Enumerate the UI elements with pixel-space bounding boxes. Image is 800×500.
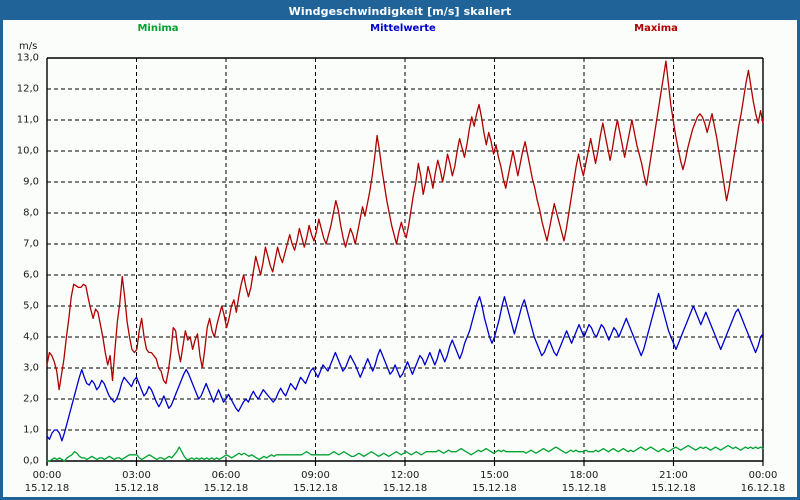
x-axis-tick-date: 15.12.18 [382, 483, 428, 494]
x-axis-tick-label: 18:00 15.12.18 [562, 469, 607, 495]
y-axis-tick-label: 1,0 [23, 424, 39, 436]
legend-item-mittelwerte: Mittelwerte [370, 23, 436, 34]
y-axis-tick-label: 13,0 [16, 52, 39, 64]
y-axis-unit-label: m/s [19, 41, 38, 52]
series-line-maxima [46, 60, 764, 391]
x-axis-tick-label: 12:00 15.12.18 [383, 469, 428, 495]
x-axis-tick-date: 15.12.18 [472, 483, 517, 494]
legend-item-minima: Minima [137, 23, 179, 34]
y-axis-tick-label: 7,0 [23, 238, 39, 250]
legend-item-maxima: Maxima [634, 23, 678, 34]
y-axis-tick-label: 10,0 [16, 145, 39, 157]
y-axis-tick-label: 0,0 [23, 455, 39, 467]
x-axis-tick-date: 15.12.18 [651, 483, 696, 494]
y-axis-tick-label: 5,0 [23, 300, 39, 312]
x-axis-tick-time: 03:00 [122, 470, 151, 481]
y-axis-tick-label: 8,0 [23, 207, 39, 219]
x-axis-tick-date: 15.12.18 [293, 483, 338, 494]
series-line-mittelwerte [46, 292, 764, 442]
x-axis-tick-time: 00:00 [748, 470, 778, 481]
x-axis-tick-label: 15:00 15.12.18 [472, 469, 517, 495]
x-axis-tick-time: 12:00 [390, 470, 420, 481]
window-title: Windgeschwindigkeit [m/s] skaliert [3, 3, 797, 20]
y-axis-tick-label: 9,0 [23, 176, 39, 188]
x-axis-tick-date: 16.12.18 [740, 483, 786, 494]
chart-legend: Minima Mittelwerte Maxima [3, 23, 797, 37]
y-axis-tick-label: 2,0 [23, 393, 39, 405]
x-axis-tick-date: 15.12.18 [561, 483, 607, 494]
x-axis-tick-label: 03:00 15.12.18 [114, 469, 159, 495]
x-axis-tick-date: 15.12.18 [114, 483, 159, 494]
x-axis-tick-label: 21:00 15.12.18 [651, 469, 696, 495]
chart-canvas [46, 57, 764, 466]
y-axis-tick-label: 11,0 [16, 114, 39, 126]
x-axis-tick-time: 21:00 [659, 470, 688, 481]
x-axis-tick-label: 06:00 15.12.18 [204, 469, 249, 495]
x-axis-tick-label: 00:00 16.12.18 [741, 469, 786, 495]
x-axis-tick-time: 00:00 [32, 470, 62, 481]
x-axis-tick-label: 00:00 15.12.18 [25, 469, 70, 495]
y-axis-tick-label: 12,0 [16, 83, 39, 95]
x-axis-tick-date: 15.12.18 [203, 483, 249, 494]
x-axis-tick-date: 15.12.18 [24, 483, 70, 494]
x-axis-tick-time: 18:00 [569, 470, 599, 481]
x-axis-tick-time: 06:00 [211, 470, 241, 481]
plot-background [47, 58, 763, 461]
x-axis-tick-label: 09:00 15.12.18 [293, 469, 338, 495]
y-axis-tick-label: 3,0 [23, 362, 39, 374]
x-axis-tick-time: 09:00 [301, 470, 330, 481]
y-axis-tick-label: 4,0 [23, 331, 39, 343]
series-line-minima [46, 444, 764, 462]
x-axis-tick-time: 15:00 [480, 470, 509, 481]
y-axis-tick-label: 6,0 [23, 269, 39, 281]
plot-area: m/s 0,0 1,0 2,0 3,0 4,0 5,0 6,0 7,0 8,0 9,0 10,0 11… [3, 3, 797, 497]
